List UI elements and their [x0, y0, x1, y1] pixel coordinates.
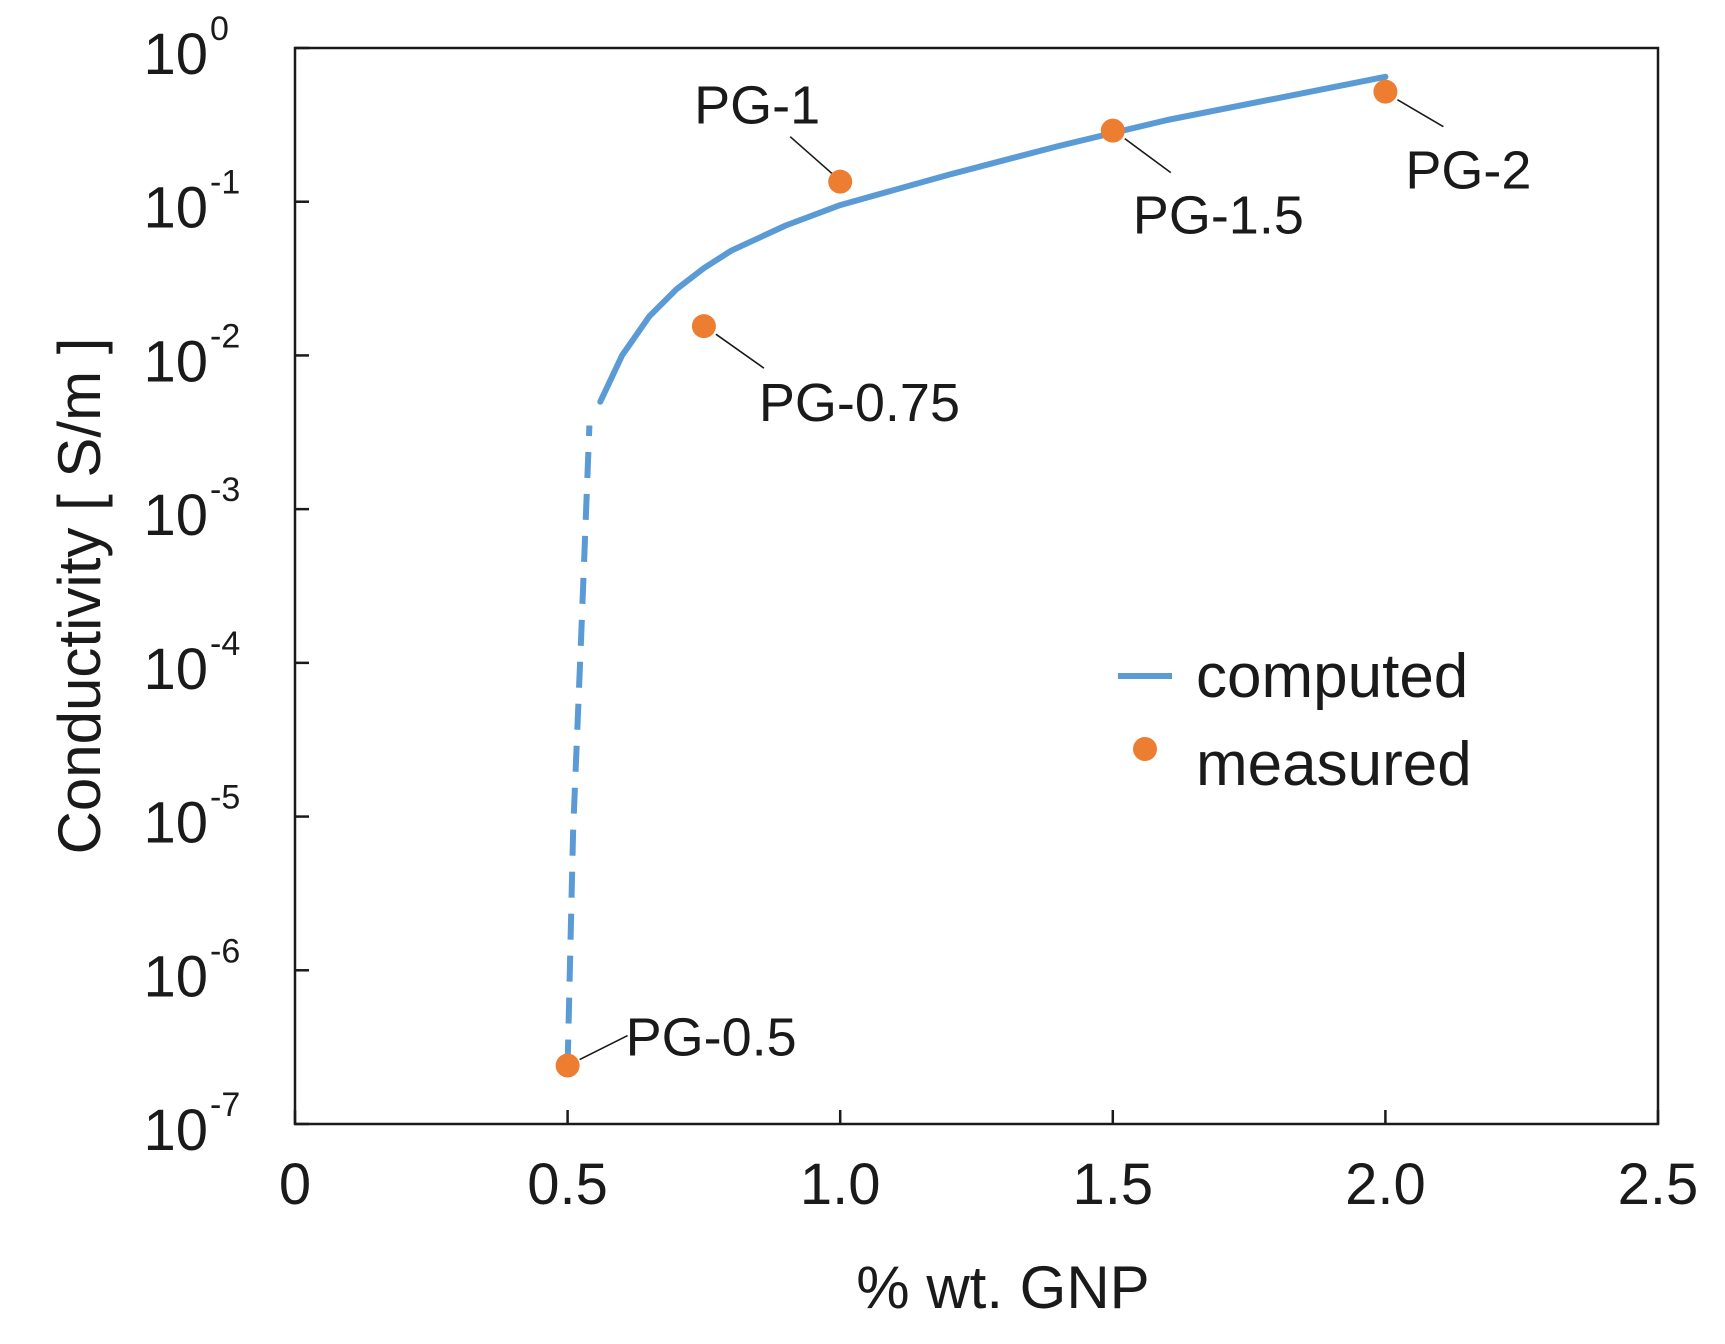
y-axis-title: Conductivity [ S/m ] [46, 338, 113, 855]
y-tick-label: 10 [143, 483, 208, 548]
measured-points: PG-0.5 PG-0.75 PG-1 PG-1.5 PG-2 [555, 76, 1531, 1078]
x-tick-label: 2.0 [1345, 1152, 1426, 1217]
computed-curve-solid [597, 73, 1389, 405]
y-tick-label: 10 [143, 176, 208, 241]
point-leader-line [789, 136, 833, 175]
y-tick-label: 10 [143, 944, 208, 1009]
point-label: PG-1.5 [1133, 186, 1304, 246]
point-leader-line [1124, 137, 1172, 174]
y-tick-exponent: -4 [210, 625, 240, 663]
point-leader-line [579, 1034, 628, 1061]
y-tick-exponent: -7 [210, 1086, 240, 1124]
series-layer [564, 73, 1389, 1066]
computed-curve-dashed [564, 425, 593, 1066]
plot-area-frame [293, 46, 1660, 1126]
point-label: PG-1 [694, 76, 820, 136]
x-axis-title: % wt. GNP [856, 1254, 1149, 1321]
measured-point [828, 169, 853, 194]
y-tick-exponent: -6 [210, 932, 240, 970]
y-tick-label: 10 [143, 791, 208, 856]
measured-point [1373, 79, 1398, 104]
legend-measured-label: measured [1196, 730, 1472, 799]
y-tick-label: 10 [143, 637, 208, 702]
point-label: PG-0.75 [759, 373, 960, 433]
legend-computed-label: computed [1196, 642, 1468, 711]
y-tick-exponent: 0 [210, 10, 229, 48]
x-axis-ticks: 0 0.5 1.0 1.5 2.0 2.5 [279, 1110, 1698, 1217]
x-tick-label: 2.5 [1618, 1152, 1699, 1217]
legend-measured-swatch [1133, 737, 1157, 761]
point-leader-line [1396, 98, 1444, 128]
y-tick-exponent: -3 [210, 471, 240, 509]
measured-point [555, 1053, 580, 1078]
y-tick-label: 10 [143, 329, 208, 394]
y-tick-exponent: -5 [210, 779, 240, 817]
x-tick-label: 1.0 [800, 1152, 881, 1217]
legend: computed measured [1118, 642, 1472, 799]
x-tick-label: 0 [279, 1152, 311, 1217]
y-tick-exponent: -2 [210, 317, 240, 355]
x-tick-label: 1.5 [1072, 1152, 1153, 1217]
point-leader-line [715, 333, 765, 369]
y-tick-label: 10 [143, 22, 208, 87]
y-tick-label: 10 [143, 1098, 208, 1163]
y-tick-exponent: -1 [210, 164, 240, 202]
measured-point [1100, 118, 1125, 143]
measured-point [691, 314, 716, 339]
point-label: PG-2 [1405, 141, 1531, 201]
x-tick-label: 0.5 [527, 1152, 608, 1217]
point-label: PG-0.5 [626, 1008, 797, 1068]
